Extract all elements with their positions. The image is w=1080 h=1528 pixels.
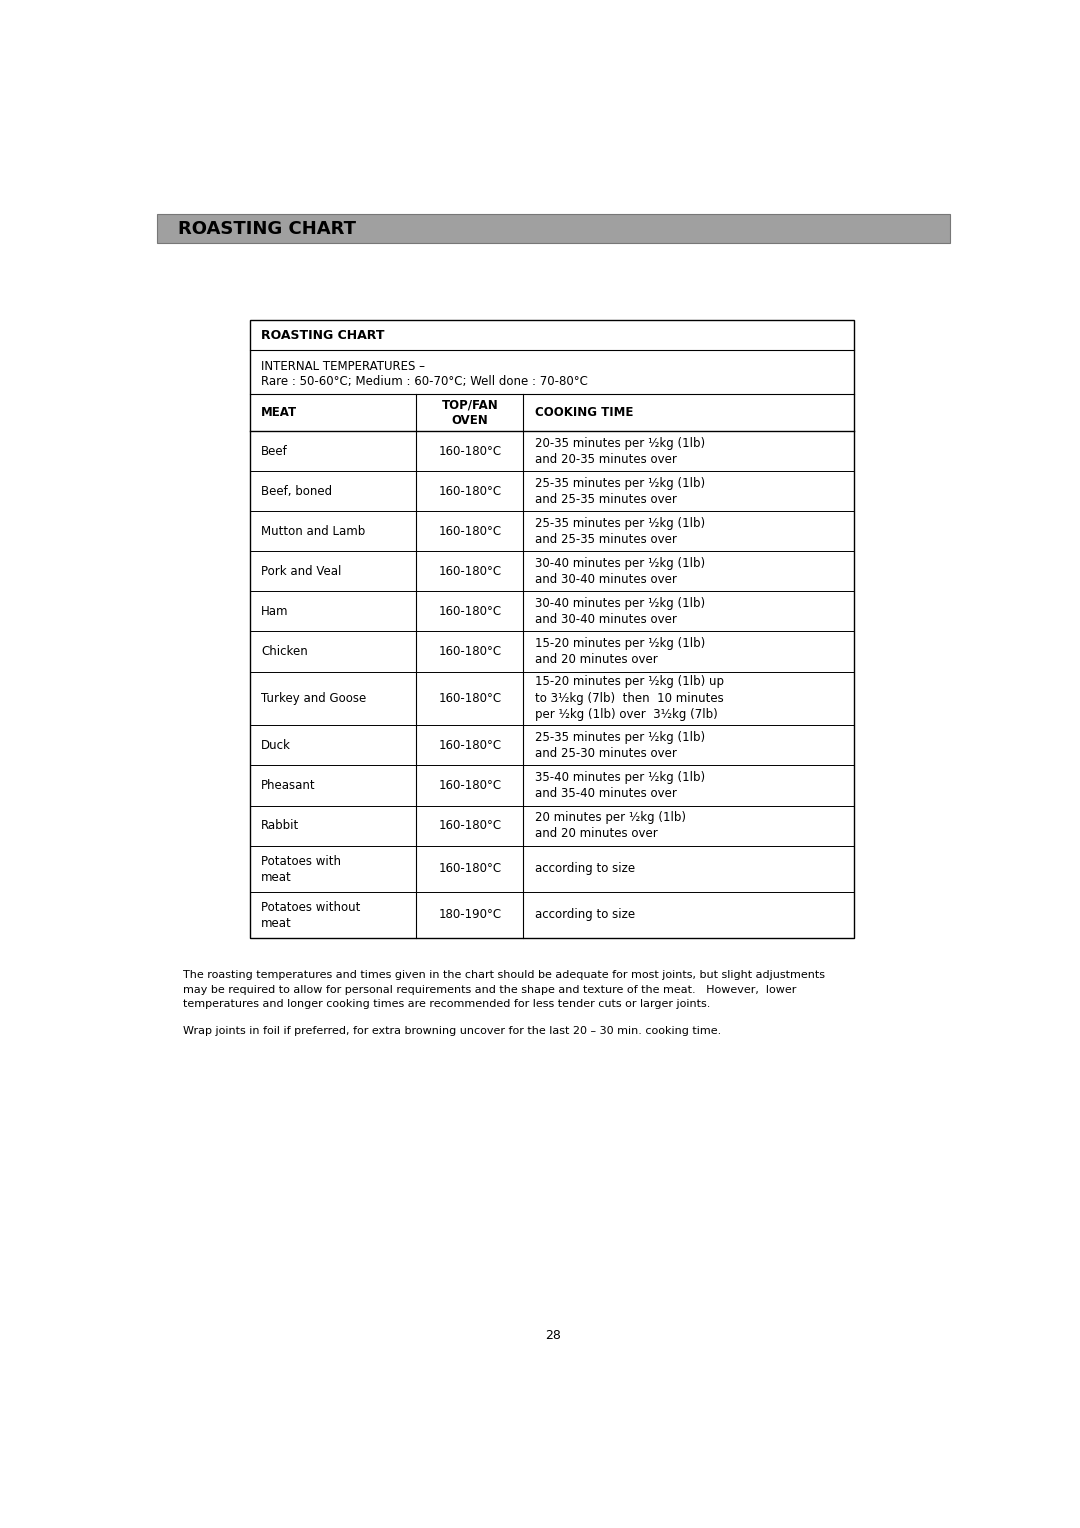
Text: 160-180°C: 160-180°C xyxy=(438,484,501,498)
Text: 28: 28 xyxy=(545,1329,562,1342)
Text: Rare : 50-60°C; Medium : 60-70°C; Well done : 70-80°C: Rare : 50-60°C; Medium : 60-70°C; Well d… xyxy=(261,374,589,388)
Text: according to size: according to size xyxy=(535,862,635,876)
Text: The roasting temperatures and times given in the chart should be adequate for mo: The roasting temperatures and times give… xyxy=(183,970,825,1008)
Text: 160-180°C: 160-180°C xyxy=(438,526,501,538)
Text: 35-40 minutes per ½kg (1lb)
and 35-40 minutes over: 35-40 minutes per ½kg (1lb) and 35-40 mi… xyxy=(535,770,705,801)
Text: 30-40 minutes per ½kg (1lb)
and 30-40 minutes over: 30-40 minutes per ½kg (1lb) and 30-40 mi… xyxy=(535,556,705,587)
Text: ROASTING CHART: ROASTING CHART xyxy=(261,329,384,342)
Text: Beef: Beef xyxy=(261,445,288,458)
Text: Ham: Ham xyxy=(261,605,288,617)
FancyBboxPatch shape xyxy=(249,321,854,938)
Text: 160-180°C: 160-180°C xyxy=(438,692,501,704)
Text: Pheasant: Pheasant xyxy=(261,779,316,792)
Text: Pork and Veal: Pork and Veal xyxy=(261,565,341,578)
Text: TOP/FAN
OVEN: TOP/FAN OVEN xyxy=(442,399,498,426)
FancyBboxPatch shape xyxy=(157,214,950,243)
Text: 160-180°C: 160-180°C xyxy=(438,645,501,659)
Text: MEAT: MEAT xyxy=(261,406,297,419)
Text: 25-35 minutes per ½kg (1lb)
and 25-30 minutes over: 25-35 minutes per ½kg (1lb) and 25-30 mi… xyxy=(535,730,705,761)
Text: 180-190°C: 180-190°C xyxy=(438,908,501,921)
Text: 20 minutes per ½kg (1lb)
and 20 minutes over: 20 minutes per ½kg (1lb) and 20 minutes … xyxy=(535,811,686,840)
Text: COOKING TIME: COOKING TIME xyxy=(535,406,633,419)
Text: Chicken: Chicken xyxy=(261,645,308,659)
Text: 20-35 minutes per ½kg (1lb)
and 20-35 minutes over: 20-35 minutes per ½kg (1lb) and 20-35 mi… xyxy=(535,437,705,466)
Text: 160-180°C: 160-180°C xyxy=(438,445,501,458)
Text: Potatoes without
meat: Potatoes without meat xyxy=(261,902,361,931)
Text: Potatoes with
meat: Potatoes with meat xyxy=(261,854,341,885)
Text: 160-180°C: 160-180°C xyxy=(438,740,501,752)
Text: 25-35 minutes per ½kg (1lb)
and 25-35 minutes over: 25-35 minutes per ½kg (1lb) and 25-35 mi… xyxy=(535,477,705,506)
Text: 15-20 minutes per ½kg (1lb) up
to 3½kg (7lb)  then  10 minutes
per ½kg (1lb) ove: 15-20 minutes per ½kg (1lb) up to 3½kg (… xyxy=(535,675,724,721)
Text: 160-180°C: 160-180°C xyxy=(438,779,501,792)
Text: Duck: Duck xyxy=(261,740,292,752)
Text: INTERNAL TEMPERATURES –: INTERNAL TEMPERATURES – xyxy=(261,359,426,373)
Text: 15-20 minutes per ½kg (1lb)
and 20 minutes over: 15-20 minutes per ½kg (1lb) and 20 minut… xyxy=(535,637,705,666)
Text: 160-180°C: 160-180°C xyxy=(438,565,501,578)
Text: ROASTING CHART: ROASTING CHART xyxy=(177,220,355,238)
Text: Mutton and Lamb: Mutton and Lamb xyxy=(261,526,365,538)
Text: Wrap joints in foil if preferred, for extra browning uncover for the last 20 – 3: Wrap joints in foil if preferred, for ex… xyxy=(183,1025,721,1036)
Text: Beef, boned: Beef, boned xyxy=(261,484,333,498)
Text: 160-180°C: 160-180°C xyxy=(438,862,501,876)
Text: 25-35 minutes per ½kg (1lb)
and 25-35 minutes over: 25-35 minutes per ½kg (1lb) and 25-35 mi… xyxy=(535,516,705,545)
Text: according to size: according to size xyxy=(535,908,635,921)
Text: 30-40 minutes per ½kg (1lb)
and 30-40 minutes over: 30-40 minutes per ½kg (1lb) and 30-40 mi… xyxy=(535,597,705,626)
Text: Turkey and Goose: Turkey and Goose xyxy=(261,692,366,704)
Text: 160-180°C: 160-180°C xyxy=(438,819,501,833)
Text: Rabbit: Rabbit xyxy=(261,819,299,833)
Text: 160-180°C: 160-180°C xyxy=(438,605,501,617)
